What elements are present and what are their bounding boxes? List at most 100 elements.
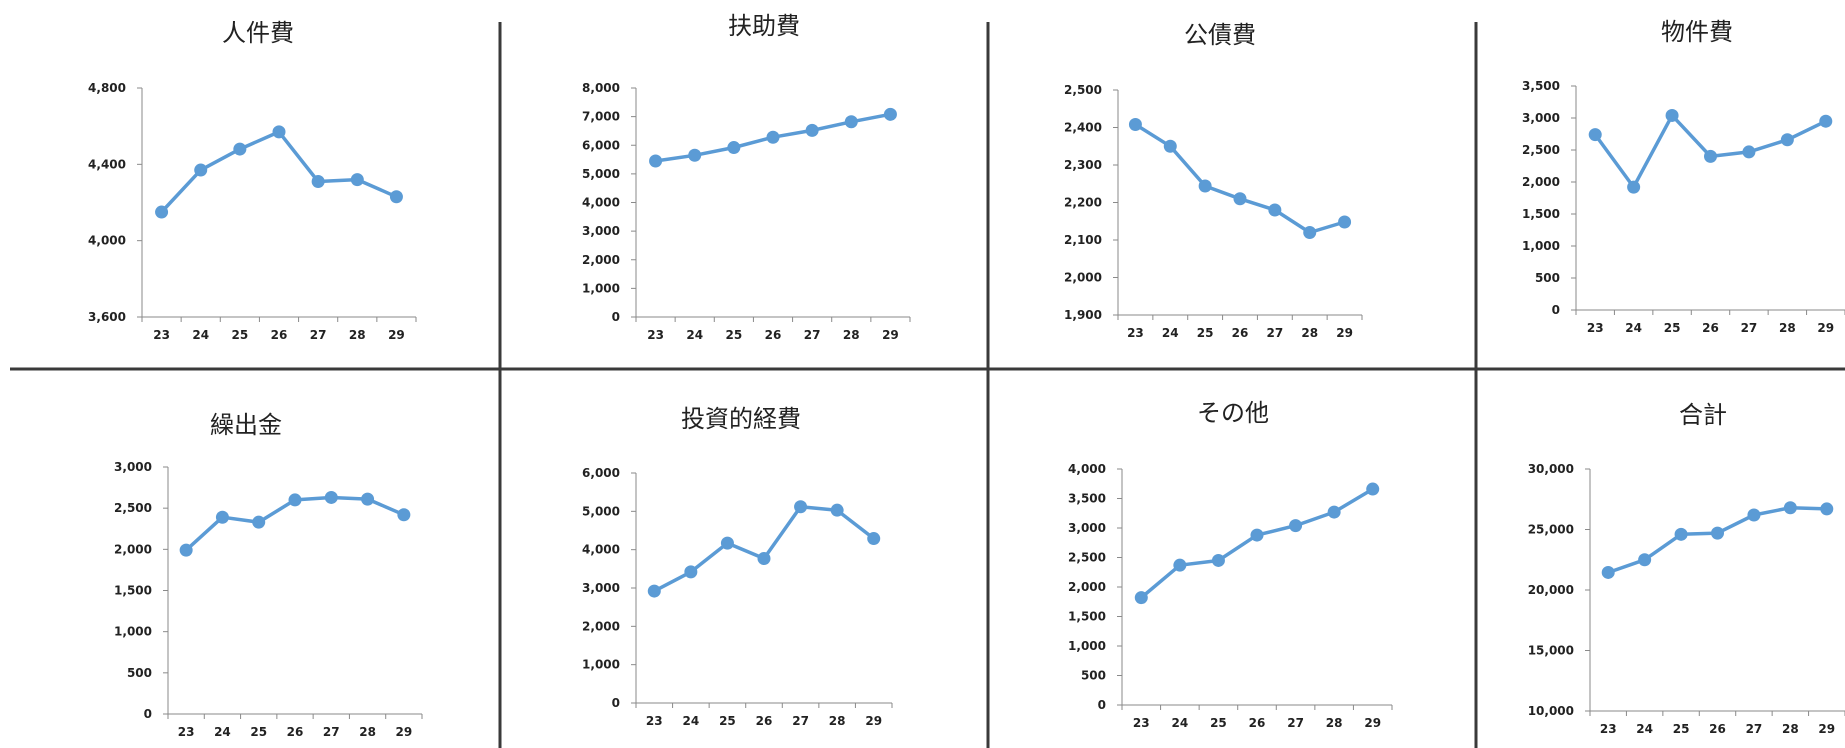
data-point — [1233, 192, 1247, 206]
x-tick-label: 28 — [1779, 321, 1796, 335]
x-tick-label: 27 — [1287, 716, 1304, 730]
y-tick-label: 6,000 — [582, 466, 620, 480]
y-tick-label: 1,500 — [1068, 610, 1106, 624]
y-tick-label: 4,000 — [1068, 462, 1106, 476]
x-tick-label: 26 — [756, 714, 773, 728]
x-tick-label: 23 — [1587, 321, 1604, 335]
x-tick-label: 25 — [726, 328, 743, 342]
x-tick-label: 29 — [1364, 716, 1381, 730]
x-tick-label: 29 — [396, 725, 413, 739]
x-tick-label: 26 — [1702, 321, 1719, 335]
data-point — [215, 510, 229, 524]
y-tick-label: 3,000 — [114, 460, 152, 474]
y-tick-label: 15,000 — [1528, 644, 1574, 658]
x-tick-label: 26 — [287, 725, 304, 739]
x-tick-label: 24 — [1172, 716, 1189, 730]
chart-panel-6: その他 0 500 1,000 1,500 2,000 2,500 3,000 3,500 4,0… — [1068, 399, 1393, 730]
x-tick-label: 25 — [1673, 722, 1690, 736]
x-tick-label: 26 — [765, 328, 782, 342]
data-point — [1303, 226, 1317, 239]
chart-title: 合計 — [1679, 401, 1727, 429]
data-point — [1173, 558, 1187, 572]
x-tick-label: 25 — [1664, 321, 1681, 335]
data-point — [1250, 528, 1264, 542]
x-tick-label: 28 — [829, 714, 846, 728]
x-tick-label: 23 — [1600, 722, 1617, 736]
y-tick-label: 25,000 — [1528, 523, 1574, 537]
y-tick-label: 3,000 — [582, 581, 620, 595]
data-point — [647, 584, 661, 598]
y-tick-label: 2,400 — [1064, 121, 1102, 135]
data-point — [1704, 149, 1717, 163]
x-tick-label: 27 — [1741, 321, 1758, 335]
x-tick-label: 24 — [686, 328, 703, 342]
x-tick-label: 27 — [310, 328, 327, 342]
data-point — [766, 130, 780, 144]
x-tick-label: 23 — [1127, 326, 1144, 340]
data-point — [1128, 118, 1142, 131]
y-tick-label: 2,300 — [1064, 158, 1102, 172]
x-tick-label: 25 — [232, 328, 249, 342]
data-point — [844, 115, 858, 129]
chart-title: 公債費 — [1184, 21, 1256, 49]
data-point — [1268, 203, 1282, 217]
data-point — [1627, 180, 1641, 194]
series-line — [1139, 487, 1375, 600]
x-tick-label: 25 — [1210, 716, 1227, 730]
y-tick-label: 0 — [1552, 303, 1560, 317]
y-tick-label: 6,000 — [582, 138, 620, 152]
x-tick-label: 29 — [865, 714, 882, 728]
chart-title: 物件費 — [1661, 18, 1733, 46]
x-tick-label: 26 — [1232, 326, 1249, 340]
data-point — [194, 163, 208, 177]
y-tick-label: 1,900 — [1064, 308, 1102, 322]
y-tick-label: 0 — [612, 696, 620, 710]
data-point — [350, 173, 364, 187]
y-tick-label: 2,500 — [1522, 143, 1560, 157]
x-tick-label: 27 — [792, 714, 809, 728]
y-tick-label: 0 — [612, 310, 620, 324]
data-point — [1211, 553, 1225, 567]
y-tick-label: 2,100 — [1064, 233, 1102, 247]
data-point — [1783, 501, 1797, 515]
data-point — [288, 493, 302, 507]
x-tick-label: 24 — [1625, 321, 1642, 335]
data-point — [233, 142, 247, 156]
x-tick-label: 26 — [271, 328, 288, 342]
y-tick-label: 2,000 — [1068, 580, 1106, 594]
data-point — [1198, 179, 1212, 193]
data-point — [1163, 139, 1177, 153]
y-tick-label: 3,000 — [1068, 521, 1106, 535]
y-tick-label: 2,000 — [582, 253, 620, 267]
y-tick-label: 500 — [1081, 669, 1106, 683]
data-point — [867, 532, 881, 546]
chart-title: 投資的経費 — [681, 405, 801, 433]
y-tick-label: 8,000 — [582, 81, 620, 95]
data-point — [757, 551, 771, 565]
y-tick-label: 3,500 — [1068, 492, 1106, 506]
chart-panel-7: 合計 10,000 15,000 20,000 25,000 30,000 23 24 25 26… — [1528, 401, 1845, 736]
data-point — [1820, 502, 1834, 516]
data-point — [1711, 526, 1724, 540]
y-tick-label: 1,500 — [114, 584, 152, 598]
data-point — [1665, 108, 1679, 122]
x-tick-label: 28 — [1301, 326, 1318, 340]
data-point — [1638, 553, 1652, 567]
data-point — [805, 123, 819, 137]
data-point — [727, 141, 741, 155]
y-tick-label: 3,000 — [582, 224, 620, 238]
y-tick-label: 2,000 — [114, 542, 152, 556]
data-point — [272, 125, 286, 139]
y-tick-label: 4,000 — [582, 196, 620, 210]
data-point — [1747, 508, 1761, 522]
x-tick-label: 23 — [646, 714, 663, 728]
data-point — [649, 154, 663, 168]
y-tick-label: 2,200 — [1064, 196, 1102, 210]
chart-title: その他 — [1197, 399, 1269, 427]
y-tick-label: 5,000 — [582, 167, 620, 181]
x-tick-label: 29 — [388, 328, 405, 342]
y-tick-label: 1,500 — [1522, 207, 1560, 221]
x-tick-label: 29 — [882, 328, 899, 342]
y-tick-label: 0 — [144, 707, 152, 721]
